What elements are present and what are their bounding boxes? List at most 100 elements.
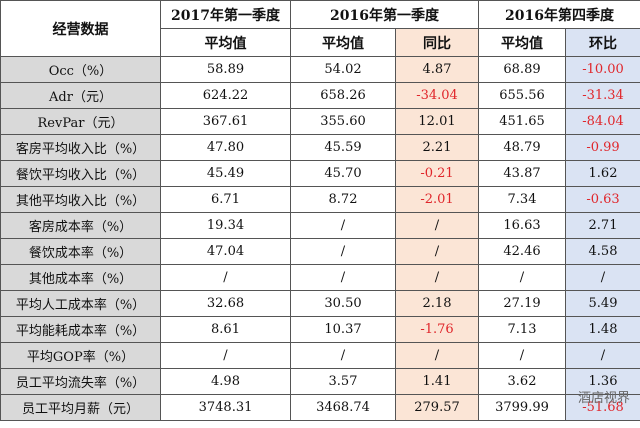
cell: 4.98 [160,368,291,395]
cell: 1.62 [565,160,640,187]
cell: 355.60 [290,108,396,135]
cell: / [565,264,640,291]
row-label: RevPar（元） [0,108,161,135]
cell: 42.46 [478,238,566,265]
cell: 3468.74 [290,394,396,421]
cell: 7.34 [478,186,566,213]
cell: 451.65 [478,108,566,135]
cell: 32.68 [160,290,291,317]
row-label: 其他成本率（%） [0,264,161,291]
cell: / [395,238,479,265]
cell: 45.59 [290,134,396,161]
cell: 655.56 [478,82,566,109]
table-row: 平均人工成本率（%） 32.68 30.50 2.18 27.19 5.49 [0,290,640,317]
cell: 45.49 [160,160,291,187]
cell: -0.99 [565,134,640,161]
cell: / [478,264,566,291]
cell: 367.61 [160,108,291,135]
cell: 4.87 [395,56,479,83]
period-header: 2016年第四季度 [478,0,640,29]
cell: 47.80 [160,134,291,161]
cell: 279.57 [395,394,479,421]
table-row: 员工平均月薪（元） 3748.31 3468.74 279.57 3799.99 -51.… [0,394,640,421]
cell: 4.58 [565,238,640,265]
row-label: 平均人工成本率（%） [0,290,161,317]
cell: / [395,212,479,239]
table-row: 其他成本率（%） / / / / / [0,264,640,291]
cell: / [290,212,396,239]
column-header: 平均值 [160,28,291,57]
row-label: 平均能耗成本率（%） [0,316,161,343]
row-label: Occ（%） [0,56,161,83]
row-label: 客房平均收入比（%） [0,134,161,161]
table-row: 平均能耗成本率（%） 8.61 10.37 -1.76 7.13 1.48 [0,316,640,343]
cell: / [565,342,640,369]
cell: / [160,342,291,369]
table-row: 员工平均流失率（%） 4.98 3.57 1.41 3.62 1.36 [0,368,640,395]
cell: 48.79 [478,134,566,161]
column-header: 环比 [565,28,640,57]
table-row: 客房成本率（%） 19.34//16.63 2.71 [0,212,640,239]
cell: 43.87 [478,160,566,187]
row-label: Adr（元） [0,82,161,109]
cell: 2.71 [565,212,640,239]
cell: -0.21 [395,160,479,187]
cell: 2.18 [395,290,479,317]
cell: / [290,238,396,265]
table-row: 餐饮平均收入比（%） 45.49 45.70 -0.21 43.87 1.62 [0,160,640,187]
cell: 624.22 [160,82,291,109]
column-header: 同比 [395,28,479,57]
table-row: RevPar（元） 367.61 355.60 12.01 451.65 -84.04 [0,108,640,135]
table-row: 其他平均收入比（%） 6.71 8.72 -2.01 7.34 -0.63 [0,186,640,213]
cell: 8.61 [160,316,291,343]
cell: -10.00 [565,56,640,83]
watermark: 酒店视界 [577,391,630,406]
cell: 5.49 [565,290,640,317]
cell: 16.63 [478,212,566,239]
cell: 68.89 [478,56,566,83]
row-label: 客房成本率（%） [0,212,161,239]
cell: 19.34 [160,212,291,239]
header-label: 经营数据 [0,0,161,57]
cell: / [160,264,291,291]
period-header: 2017年第一季度 [160,0,291,29]
column-header: 平均值 [290,28,396,57]
cell: 1.48 [565,316,640,343]
row-label: 其他平均收入比（%） [0,186,161,213]
table-row: 客房平均收入比（%） 47.80 45.59 2.21 48.79 -0.99 [0,134,640,161]
cell: 10.37 [290,316,396,343]
period-header: 2016年第一季度 [290,0,479,29]
table-row: 平均GOP率（%） / / / / / [0,342,640,369]
row-label: 平均GOP率（%） [0,342,161,369]
cell: 27.19 [478,290,566,317]
cell: 3.57 [290,368,396,395]
cell: 1.41 [395,368,479,395]
cell: / [395,342,479,369]
row-label: 员工平均流失率（%） [0,368,161,395]
cell: -34.04 [395,82,479,109]
cell: -1.76 [395,316,479,343]
cell: 1.36 [565,368,640,395]
row-label: 员工平均月薪（元） [0,394,161,421]
cell: 658.26 [290,82,396,109]
row-label: 餐饮成本率（%） [0,238,161,265]
row-label: 餐饮平均收入比（%） [0,160,161,187]
cell: 3.62 [478,368,566,395]
cell: -2.01 [395,186,479,213]
column-header: 平均值 [478,28,566,57]
table-row: 餐饮成本率（%） 47.04//42.46 4.58 [0,238,640,265]
cell: -0.63 [565,186,640,213]
cell: 47.04 [160,238,291,265]
cell: / [478,342,566,369]
cell: 3748.31 [160,394,291,421]
cell: / [290,264,396,291]
cell: 54.02 [290,56,396,83]
cell: / [290,342,396,369]
cell: -31.34 [565,82,640,109]
cell: 7.13 [478,316,566,343]
cell: 30.50 [290,290,396,317]
cell: 45.70 [290,160,396,187]
cell: 3799.99 [478,394,566,421]
